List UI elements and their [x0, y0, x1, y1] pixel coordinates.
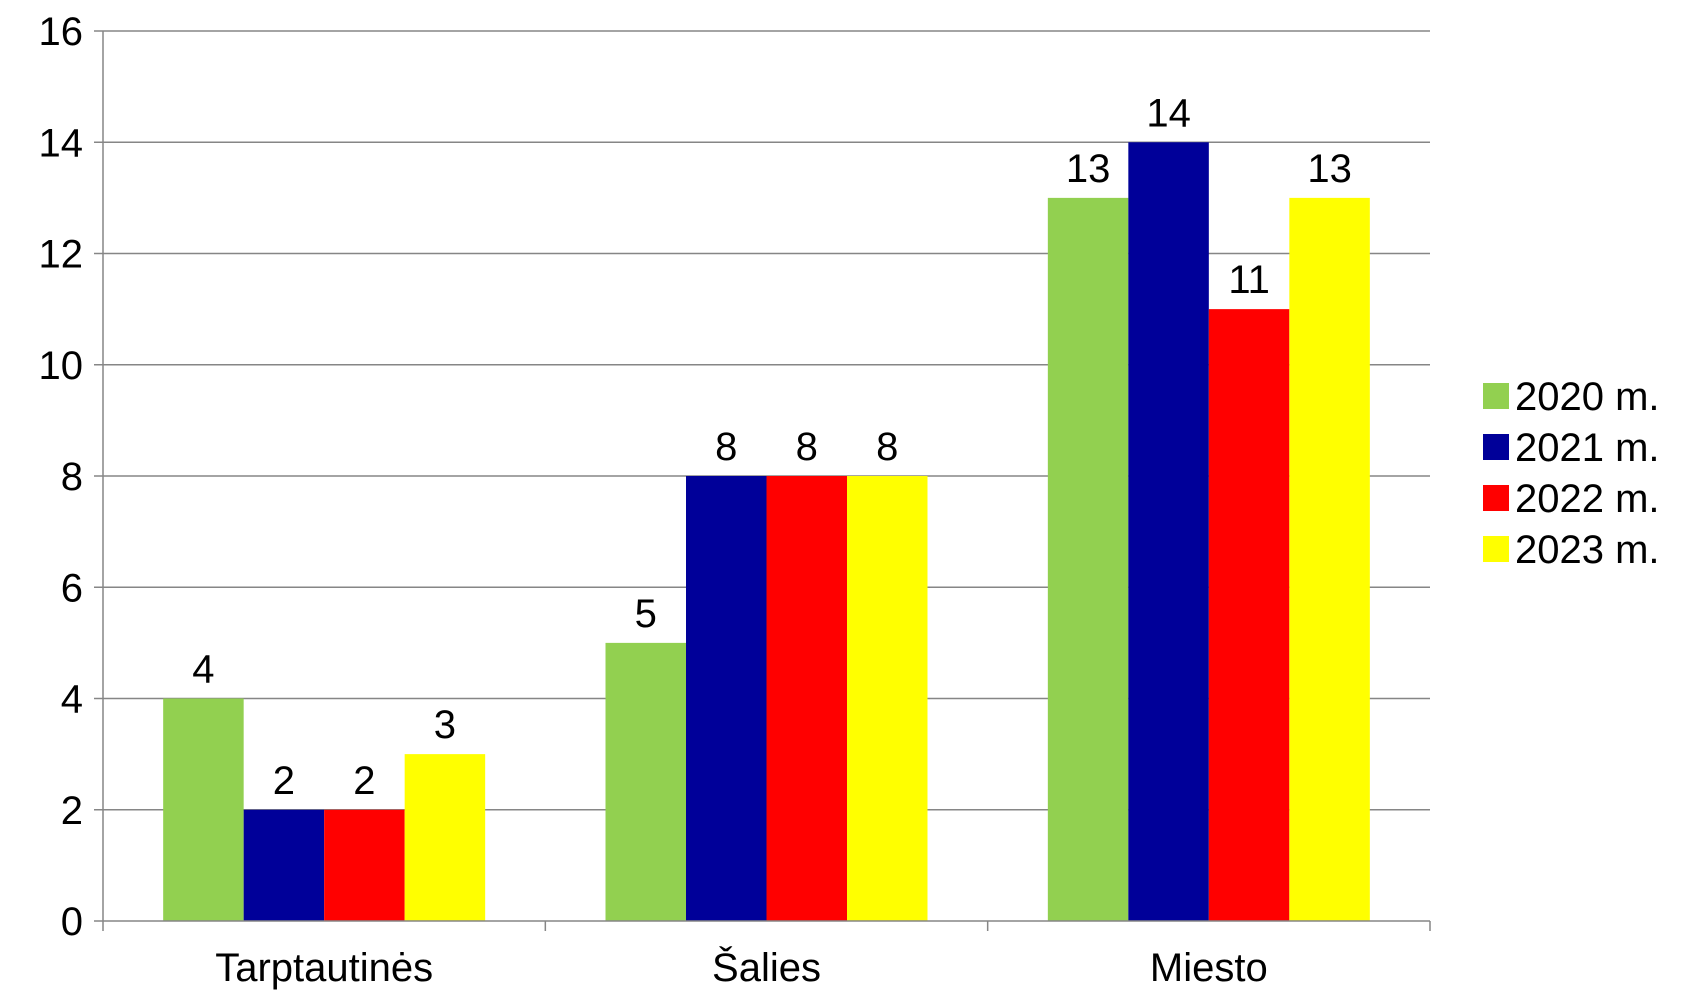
legend-swatch — [1483, 383, 1509, 409]
bar — [1289, 197, 1370, 921]
x-category-label: Tarptautinės — [215, 946, 433, 990]
y-tick-label: 12 — [39, 233, 84, 277]
legend-label: 2021 m. — [1515, 426, 1660, 470]
bar — [1128, 142, 1209, 921]
bar — [163, 698, 244, 921]
bar — [404, 754, 486, 921]
data-label: 13 — [1066, 147, 1111, 191]
legend-label: 2020 m. — [1515, 375, 1660, 419]
y-tick-label: 14 — [39, 121, 84, 165]
data-label: 8 — [796, 425, 818, 469]
y-tick-label: 6 — [61, 566, 83, 610]
data-label: 2 — [353, 759, 375, 803]
legend-swatch — [1483, 434, 1509, 460]
bar — [243, 809, 325, 921]
bar — [686, 476, 767, 921]
data-label: 4 — [192, 648, 214, 692]
data-label: 3 — [434, 703, 456, 747]
x-category-label: Šalies — [712, 945, 821, 990]
data-label: 5 — [635, 592, 657, 636]
bar — [847, 476, 928, 921]
bar — [766, 476, 847, 921]
data-label: 14 — [1146, 91, 1191, 135]
y-tick-label: 4 — [61, 678, 83, 722]
legend-swatch — [1483, 536, 1509, 562]
data-label: 8 — [876, 425, 898, 469]
legend-swatch — [1483, 485, 1509, 511]
bar — [1208, 309, 1290, 921]
y-tick-label: 2 — [61, 789, 83, 833]
bar — [1047, 197, 1129, 921]
data-label: 13 — [1307, 147, 1352, 191]
legend-label: 2023 m. — [1515, 528, 1660, 572]
y-tick-label: 16 — [39, 10, 84, 54]
legend-label: 2022 m. — [1515, 477, 1660, 521]
bar — [605, 642, 686, 921]
data-label: 2 — [273, 759, 295, 803]
y-tick-label: 10 — [39, 344, 84, 388]
bar — [324, 809, 405, 921]
y-tick-label: 8 — [61, 455, 83, 499]
axes: 0 2 4 6 8 10 12 14 16 Tarptautinės Šalies Miesto — [39, 10, 1431, 990]
x-category-label: Miesto — [1150, 946, 1268, 990]
bars — [163, 142, 1370, 921]
y-tick-label: 0 — [61, 900, 83, 944]
data-labels: 4 2 2 3 5 8 8 8 13 14 11 13 — [192, 91, 1352, 803]
data-label: 11 — [1228, 258, 1270, 302]
legend: 2020 m. 2021 m. 2022 m. 2023 m. — [1483, 375, 1660, 572]
data-label: 8 — [715, 425, 737, 469]
